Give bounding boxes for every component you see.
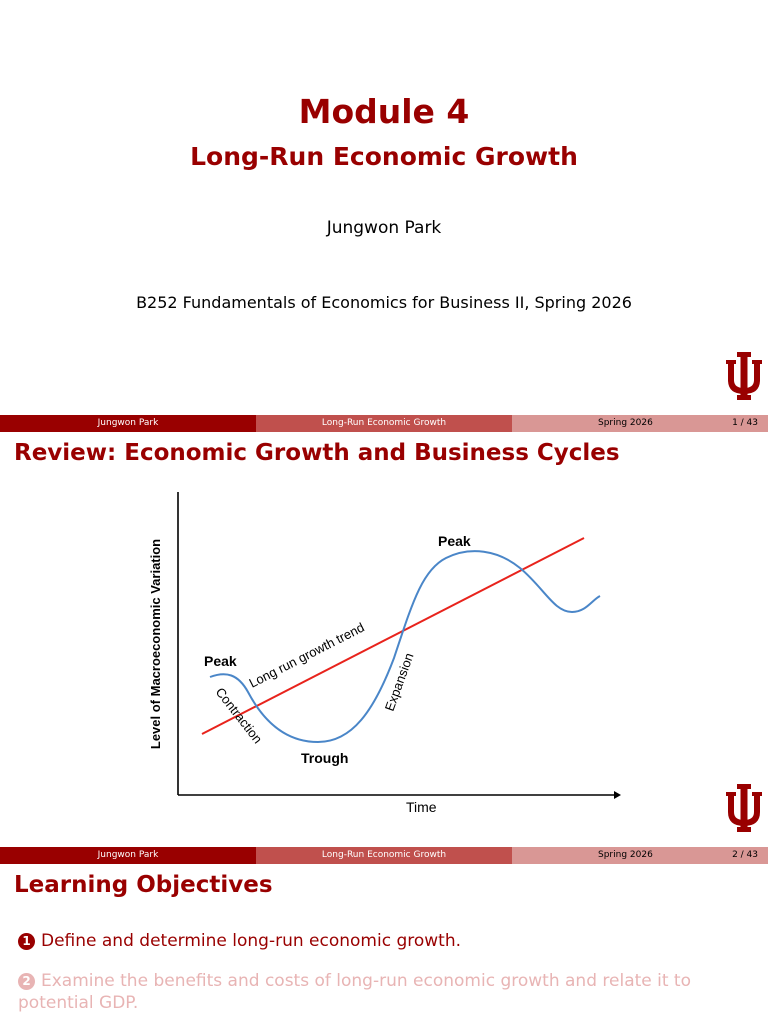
- slide-subtitle: Long-Run Economic Growth: [190, 142, 578, 171]
- title-slide: Module 4 Long-Run Economic Growth Jungwo…: [0, 0, 768, 432]
- objective-item: 2 Examine the benefits and costs of long-…: [18, 970, 718, 1014]
- iu-logo-icon: [726, 784, 762, 832]
- page-number: 1 / 43: [732, 418, 758, 428]
- footer-topic: Long-Run Economic Growth: [256, 415, 512, 432]
- footer-topic: Long-Run Economic Growth: [256, 847, 512, 864]
- objective-text: Examine the benefits and costs of long-r…: [18, 971, 691, 1013]
- iu-logo-icon: [726, 352, 762, 400]
- frame-title: Learning Objectives: [14, 872, 273, 898]
- peak-right-label: Peak: [438, 533, 471, 549]
- course-name: B252 Fundamentals of Economics for Busin…: [136, 293, 632, 312]
- page-number: 2 / 43: [732, 850, 758, 860]
- business-cycle-figure: Time Level of Macroeconomic Variation Pe…: [140, 486, 630, 826]
- y-axis-label: Level of Macroeconomic Variation: [148, 539, 163, 749]
- frame-title: Review: Economic Growth and Business Cyc…: [14, 440, 620, 466]
- x-axis-arrow-icon: [614, 791, 621, 799]
- trough-label: Trough: [301, 750, 348, 766]
- x-axis-label: Time: [406, 799, 437, 815]
- footer-bar: Jungwon Park Long-Run Economic Growth Sp…: [0, 415, 768, 432]
- review-slide: Review: Economic Growth and Business Cyc…: [0, 432, 768, 864]
- trend-line: [201, 537, 585, 735]
- cycle-curve: [209, 550, 601, 744]
- objective-item: 1 Define and determine long-run economic …: [18, 930, 461, 952]
- footer-right: Spring 2026 2 / 43: [512, 847, 768, 864]
- footer-author: Jungwon Park: [0, 847, 256, 864]
- slide-title: Module 4: [298, 92, 470, 131]
- footer-term: Spring 2026: [598, 418, 653, 428]
- objective-number-badge: 1: [18, 933, 35, 950]
- footer-author: Jungwon Park: [0, 415, 256, 432]
- author-name: Jungwon Park: [326, 218, 442, 238]
- peak-left-label: Peak: [204, 653, 237, 669]
- objectives-slide: Learning Objectives 1 Define and determin…: [0, 864, 768, 1024]
- footer-bar: Jungwon Park Long-Run Economic Growth Sp…: [0, 847, 768, 864]
- footer-term: Spring 2026: [598, 850, 653, 860]
- objective-number-badge: 2: [18, 973, 35, 990]
- footer-right: Spring 2026 1 / 43: [512, 415, 768, 432]
- objective-text: Define and determine long-run economic g…: [41, 931, 462, 951]
